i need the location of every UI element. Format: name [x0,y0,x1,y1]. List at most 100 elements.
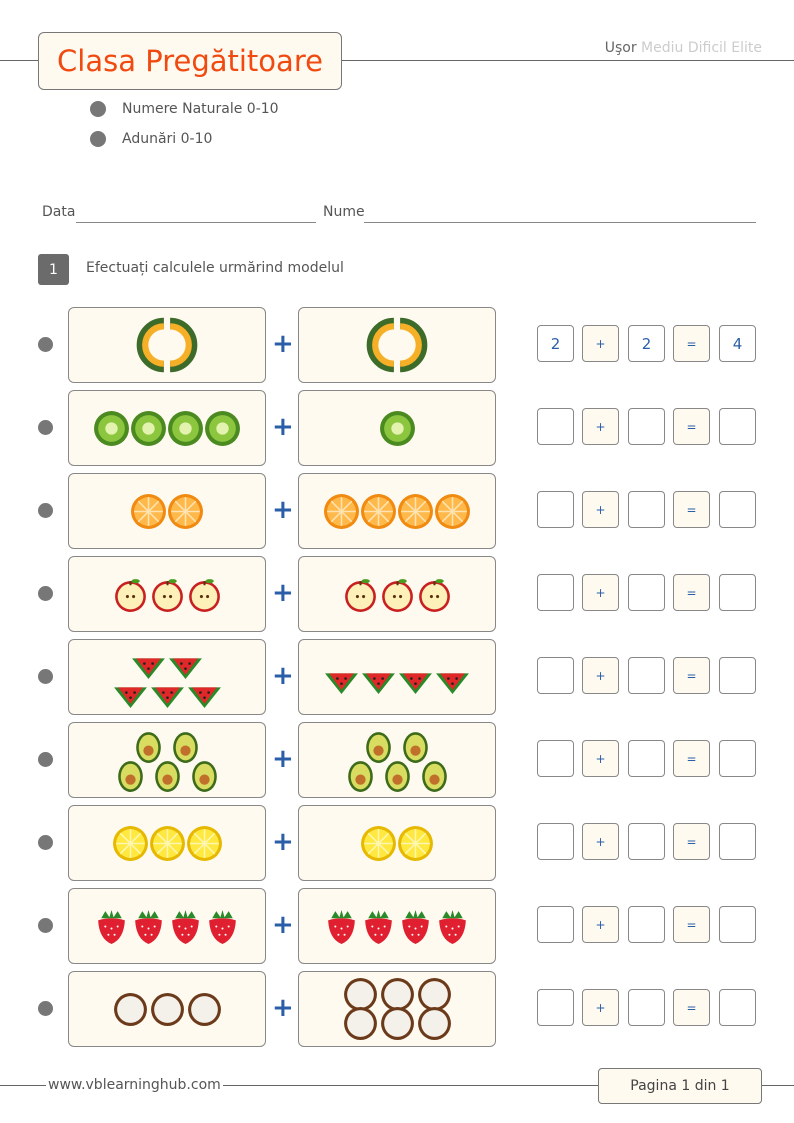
first-addend-box[interactable] [537,740,574,777]
exercise-row: + + = [0,639,794,715]
coconut-icon [380,978,414,1011]
lemon-icon [149,825,185,861]
bullet-icon [38,420,53,435]
avocado-icon [117,761,143,792]
kiwi-icon [379,410,415,446]
result-box[interactable]: 4 [719,325,756,362]
name-label: Nume [323,204,365,220]
equals-box: = [673,491,710,528]
second-addend-box[interactable] [628,657,665,694]
apple-icon [114,578,146,612]
coconut-icon [417,1007,451,1040]
avocado-icon [154,761,180,792]
footer-url[interactable]: www.vblearninghub.com [46,1077,223,1093]
equals-box: = [673,740,710,777]
watermelon-icon [113,687,147,708]
left-fruit-group [68,888,266,964]
exercise-row: + + = [0,390,794,466]
first-addend-box[interactable] [537,657,574,694]
level-dificil[interactable]: Dificil [687,40,727,56]
plus-box: + [582,491,619,528]
result-box[interactable] [719,574,756,611]
second-addend-box[interactable] [628,574,665,611]
difficulty-levels: Uşor Mediu Dificil Elite [605,40,762,56]
equals-box: = [673,325,710,362]
plus-box: + [582,906,619,943]
result-box[interactable] [719,408,756,445]
level-mediu[interactable]: Mediu [641,40,684,56]
result-box[interactable] [719,989,756,1026]
first-addend-box[interactable] [537,823,574,860]
plus-sign: + [272,744,294,774]
result-box[interactable] [719,491,756,528]
bullet-icon [38,752,53,767]
second-addend-box[interactable] [628,408,665,445]
result-box[interactable] [719,823,756,860]
topic-label: Numere Naturale 0-10 [122,101,279,117]
plus-sign: + [272,412,294,442]
plus-sign: + [272,495,294,525]
exercise-row: + + = [0,971,794,1047]
bullet-icon [90,131,106,147]
strawberry-icon [98,909,125,944]
second-addend-box[interactable] [628,823,665,860]
second-addend-box[interactable] [628,491,665,528]
level-usor[interactable]: Uşor [604,40,637,56]
plus-box: + [582,408,619,445]
bullet-icon [38,669,53,684]
lemon-icon [361,825,396,861]
equals-box: = [673,989,710,1026]
watermelon-icon [132,658,165,679]
first-addend-box[interactable]: 2 [537,325,574,362]
left-fruit-group [68,639,266,715]
exercise-row: + + = [0,805,794,881]
name-field[interactable] [364,222,756,223]
equals-box: = [673,574,710,611]
avocado-icon [366,732,391,763]
watermelon-icon [187,687,221,708]
bullet-icon [38,918,53,933]
kiwi-icon [131,410,166,446]
first-addend-box[interactable] [537,989,574,1026]
strawberry-icon [209,909,236,944]
left-fruit-group [68,722,266,798]
result-box[interactable] [719,906,756,943]
orange-icon [131,493,166,529]
date-field[interactable] [76,222,316,223]
second-addend-box[interactable] [628,906,665,943]
strawberry-icon [365,909,392,944]
plus-box: + [582,574,619,611]
kiwi-icon [168,410,203,446]
plus-sign: + [272,329,294,359]
coconut-icon [343,1007,377,1040]
avocado-icon [347,761,373,792]
first-addend-box[interactable] [537,574,574,611]
second-addend-box[interactable] [628,740,665,777]
equals-box: = [673,408,710,445]
right-fruit-group [298,639,496,715]
first-addend-box[interactable] [537,491,574,528]
strawberry-icon [135,909,162,944]
left-fruit-group [68,971,266,1047]
first-addend-box[interactable] [537,408,574,445]
right-fruit-group [298,971,496,1047]
footer-rule [0,1085,794,1086]
first-addend-box[interactable] [537,906,574,943]
avocado-icon [173,732,198,763]
second-addend-box[interactable] [628,989,665,1026]
result-box[interactable] [719,740,756,777]
result-box[interactable] [719,657,756,694]
bullet-icon [38,586,53,601]
exercise-row: + + = [0,722,794,798]
strawberry-icon [172,909,199,944]
exercise-row: + + = [0,473,794,549]
coconut-icon [113,992,147,1026]
level-elite[interactable]: Elite [731,40,762,56]
melon-icon [136,317,198,373]
plus-box: + [582,823,619,860]
strawberry-icon [328,909,355,944]
avocado-icon [191,761,217,792]
second-addend-box[interactable]: 2 [628,325,665,362]
date-label: Data [42,204,76,220]
exercise-row: +2 +2 = 4 [0,307,794,383]
